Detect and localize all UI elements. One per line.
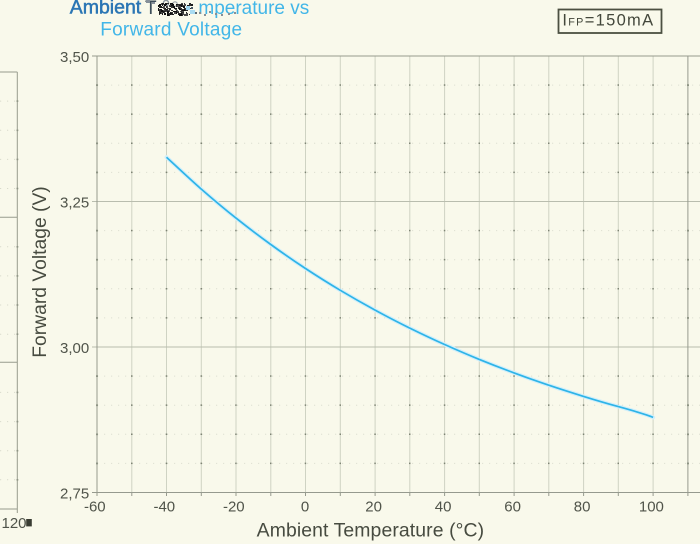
svg-text:mperature vs: mperature vs (198, 0, 309, 19)
svg-text:60: 60 (504, 499, 521, 516)
svg-text:-40: -40 (153, 499, 175, 516)
svg-text:20: 20 (365, 499, 382, 516)
svg-text:-20: -20 (223, 499, 245, 516)
svg-text:3,50: 3,50 (60, 49, 89, 66)
svg-text:40: 40 (435, 499, 452, 516)
svg-text:2,75: 2,75 (60, 485, 89, 502)
svg-text:IFP=150mA: IFP=150mA (562, 12, 654, 30)
svg-text:3,00: 3,00 (60, 340, 89, 357)
svg-text:Forward Voltage: Forward Voltage (100, 19, 242, 40)
svg-text:120: 120 (1, 515, 26, 532)
svg-text:-60: -60 (84, 499, 106, 516)
svg-text:T: T (145, 0, 157, 19)
svg-text:0: 0 (301, 499, 309, 516)
svg-text:Forward Voltage (V): Forward Voltage (V) (30, 186, 51, 357)
svg-text:Ambient Temperature (°C): Ambient Temperature (°C) (257, 520, 484, 542)
svg-text:Ambient: Ambient (70, 0, 142, 19)
svg-text:100: 100 (639, 499, 664, 516)
svg-text:3,25: 3,25 (60, 194, 89, 211)
svg-text:80: 80 (574, 499, 591, 516)
